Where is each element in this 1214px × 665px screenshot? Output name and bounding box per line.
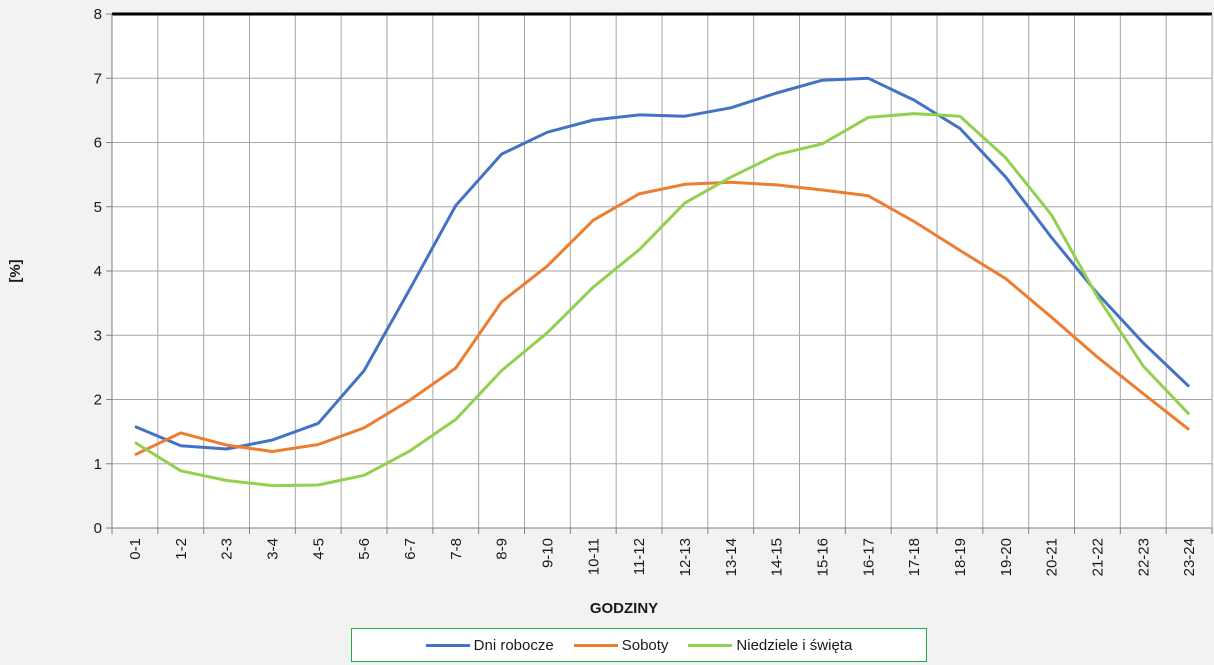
x-tick-label: 11-12 [631,538,648,575]
series-line [134,112,1191,488]
y-tick-labels: 0 1 2 3 4 5 6 7 8 [94,6,102,537]
grid [112,12,1212,528]
x-tick-label: 16-17 [860,538,877,576]
x-tick-label: 1-2 [173,538,190,560]
axes [106,13,1213,534]
x-tick-label: 23-24 [1181,538,1198,576]
legend-label: Dni robocze [473,636,554,654]
x-tick-label: 18-19 [952,538,969,576]
series-lines [134,76,1191,488]
series-line [134,180,1191,457]
legend-item: Niedziele i święta [688,637,852,654]
x-tick-label: 6-7 [402,538,419,560]
legend-item: Dni robocze [425,636,554,654]
y-tick-label: 2 [94,392,102,409]
x-tick-label: 12-13 [677,538,694,576]
legend: Dni robocze Soboty Niedziele i święta [351,628,927,662]
y-tick-label: 8 [94,6,102,23]
series-line [134,76,1191,451]
x-tick-label: 4-5 [310,538,327,560]
x-tick-label: 15-16 [814,538,831,576]
x-tick-labels: 0-1 1-2 2-3 3-4 4-5 5-6 6-7 7-8 8-9 9-10 10-11 11-1… [127,538,1198,576]
legend-swatch [573,643,618,647]
legend-label: Soboty [621,636,669,654]
x-tick-label: 2-3 [219,538,236,560]
y-tick-label: 6 [94,135,102,152]
x-tick-label: 17-18 [906,538,923,576]
x-tick-label: 7-8 [448,538,465,560]
x-tick-label: 9-10 [539,538,556,568]
y-axis-title: [%] [7,259,24,282]
x-tick-label: 5-6 [356,538,373,560]
x-tick-label: 3-4 [264,538,281,560]
x-tick-label: 13-14 [723,538,740,576]
legend-label: Niedziele i święta [736,636,853,654]
x-tick-label: 19-20 [998,538,1015,576]
y-tick-label: 4 [94,263,102,280]
x-tick-label: 21-22 [1089,538,1106,576]
y-tick-label: 5 [94,199,102,216]
x-tick-label: 10-11 [585,538,602,575]
legend-item: Soboty [573,636,669,654]
x-tick-label: 8-9 [494,538,511,560]
legend-swatch [688,643,733,647]
x-tick-label: 22-23 [1135,538,1152,576]
x-tick-label: 0-1 [127,538,144,560]
legend-swatch [425,643,470,647]
x-axis-title: GODZINY [590,600,658,617]
x-tick-label: 20-21 [1044,538,1061,576]
y-tick-label: 3 [94,327,102,344]
x-tick-label: 14-15 [769,538,786,576]
chart: 0 1 2 3 4 5 6 7 8 0-1 1-2 2-3 3-4 4-5 5-6 6-7 7-8 8-9 9-1… [7,6,1213,617]
y-tick-label: 1 [94,456,102,473]
y-tick-label: 7 [94,70,102,87]
y-tick-label: 0 [94,520,102,537]
